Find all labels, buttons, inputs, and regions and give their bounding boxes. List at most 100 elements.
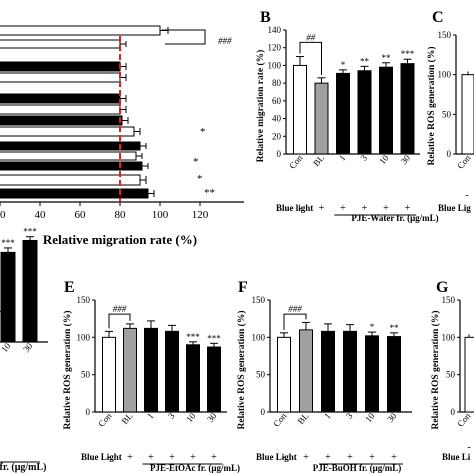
panel-f-significance: * xyxy=(370,322,375,332)
panel-b-bar xyxy=(400,63,415,155)
panel-b-bluelight-sign: + xyxy=(383,203,389,214)
panel-b-bracket-label: ## xyxy=(306,32,316,42)
panel-c-category-label: Con xyxy=(455,152,473,170)
panel-g-bluelight-sign: - xyxy=(467,442,470,453)
panel-f-bar xyxy=(387,336,401,413)
panel-e-bar xyxy=(123,327,137,413)
panel-a-significance: * xyxy=(200,126,206,138)
panel-f-bluelight-sign: + xyxy=(303,452,309,463)
panel-e-bluelight-sign: + xyxy=(190,452,196,463)
panel-e-bluelight-label: Blue Light xyxy=(81,452,122,462)
panel-f-bar xyxy=(277,336,291,413)
panel-b-letter: B xyxy=(260,9,271,26)
panel-b-bluelight-sign: + xyxy=(405,203,411,214)
panel-b-category-label: 3 xyxy=(358,152,369,162)
panel-e-category-label: 3 xyxy=(166,410,177,420)
panel-e-bar xyxy=(144,327,158,413)
panel-f-bracket xyxy=(283,313,307,330)
panel-c-bluelight-sign: - xyxy=(465,190,468,201)
panel-b-bluelight-label: Blue light xyxy=(276,203,313,213)
panel-g-y-tick-label: 50 xyxy=(446,370,456,380)
panel-b-category-label: 1 xyxy=(337,153,348,163)
panel-c-letter: C xyxy=(432,9,444,26)
panel-f-bar xyxy=(365,335,379,413)
panel-d-bar xyxy=(0,251,16,343)
panel-c-y-tick-label: 150 xyxy=(438,30,452,40)
panel-f-bluelight-sign: + xyxy=(369,452,375,463)
panel-a-xlabel: Relative migration rate (%) xyxy=(43,232,197,247)
panel-e-bar xyxy=(102,336,116,413)
panel-f-bluelight-sign: + xyxy=(347,452,353,463)
panel-b-group-label: PJE-Water fr. (μg/mL) xyxy=(351,213,438,223)
panel-e-category-label: Con xyxy=(96,410,114,428)
panel-e-significance: *** xyxy=(186,332,200,342)
panel-b-y-tick-label: 120 xyxy=(268,43,282,53)
panel-f-y-tick-label: 50 xyxy=(256,370,266,380)
panel-d-significance: *** xyxy=(1,238,15,248)
panel-a-x-tick-label: 20 xyxy=(0,209,6,221)
panel-g-y-tick-label: 0 xyxy=(451,407,456,417)
panel-d-significance: *** xyxy=(23,227,37,237)
panel-a-bar xyxy=(0,61,121,72)
panel-e-bar xyxy=(165,330,179,413)
panel-b-bluelight-sign: - xyxy=(298,203,301,214)
panel-a-x-tick-label: 80 xyxy=(115,209,127,221)
panel-d-bar xyxy=(22,239,38,343)
panel-g-ylabel: Relative ROS generation (%) xyxy=(430,311,441,430)
panel-g-bar xyxy=(464,336,474,413)
panel-f-category-label: BL xyxy=(295,411,310,426)
panel-a-bracket xyxy=(162,29,206,45)
panel-e-bluelight-sign: + xyxy=(127,452,133,463)
panel-e-group-label: PJE-EtOAc fr. (μg/mL) xyxy=(150,463,240,473)
panel-b-y-tick-label: 140 xyxy=(268,25,282,35)
panel-d: %)***10***30 fr. (μg/mL) xyxy=(0,227,48,473)
panel-b-significance: * xyxy=(341,60,346,70)
panel-a-bracket-label: ### xyxy=(218,36,232,46)
panel-a-x-tick-label: 40 xyxy=(35,209,47,221)
panel-b-bar xyxy=(336,72,350,155)
panel-d-group-label: fr. (μg/mL) xyxy=(0,462,46,473)
panel-b-y-tick-label: 60 xyxy=(272,96,282,106)
panel-g-category-label: Con xyxy=(455,410,473,428)
panel-f-bar xyxy=(343,330,357,413)
panel-e-y-tick-label: 150 xyxy=(77,295,91,305)
panel-g-bluelight-label: Blue Li xyxy=(442,452,471,462)
panel-b-y-tick-label: 20 xyxy=(272,131,282,141)
panel-b-category-label: BL xyxy=(311,153,326,168)
panel-b-bar xyxy=(379,66,393,155)
panel-e-y-tick-label: 50 xyxy=(81,370,91,380)
panel-f-significance: ** xyxy=(390,323,400,333)
panel-b-ylabel: Relative migration rate (%) xyxy=(255,50,266,163)
panel-a-bar xyxy=(0,39,121,49)
panel-f-y-tick-label: 0 xyxy=(261,407,266,417)
panel-b-significance: ** xyxy=(360,56,370,66)
panel-f-group-label: PJE-BuOH fr. (μg/mL) xyxy=(313,463,402,473)
panel-f-y-tick-label: 100 xyxy=(252,332,266,342)
panel-b-bluelight-sign: + xyxy=(362,203,368,214)
panel-a-bar xyxy=(0,104,121,115)
panel-b-bar xyxy=(314,82,329,155)
panel-g-y-tick-label: 100 xyxy=(442,332,456,342)
panel-f-category-label: 1 xyxy=(322,411,333,421)
panel-b-bar xyxy=(293,64,307,155)
panel-e: E Relative ROS generation (%) 050100150 … xyxy=(62,279,240,473)
panel-e-y-tick-label: 0 xyxy=(86,407,91,417)
panel-g: G Relative ROS generation (%) 0 50 100 150 C… xyxy=(430,279,474,462)
panel-b-y-tick-label: 80 xyxy=(272,78,282,88)
panel-f-category-label: Con xyxy=(271,410,289,428)
panel-b-significance: *** xyxy=(401,49,415,59)
panel-c-y-tick-label: 100 xyxy=(438,70,452,80)
panel-b-category-label: Con xyxy=(287,152,305,170)
panel-a-bar xyxy=(0,126,135,137)
panel-c-y-tick-label: 50 xyxy=(442,109,452,119)
panel-f-bar xyxy=(299,329,313,413)
panel-b-significance: ** xyxy=(382,53,392,63)
panel-f-bar xyxy=(321,330,335,413)
panel-c-y-tick-label: 0 xyxy=(447,149,452,159)
panel-c-bar xyxy=(461,74,474,155)
panel-b-bracket xyxy=(299,41,322,75)
panel-f-bluelight-sign: - xyxy=(282,452,285,463)
panel-e-bluelight-sign: + xyxy=(148,452,154,463)
